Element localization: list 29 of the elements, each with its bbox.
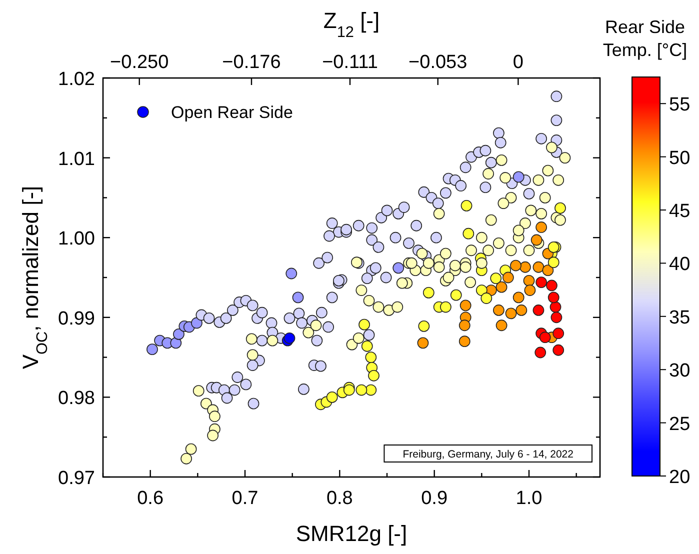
y-tick-label: 1.00 [58,228,95,250]
x2-tick-label: −0.053 [408,52,468,73]
color-bar-label: 40 [669,254,690,276]
color-bar-label: 20 [669,467,690,488]
x-tick-label: 0.7 [232,488,258,509]
legend-label: Open Rear Side [171,103,293,122]
x2-tick-label: −0.250 [110,52,169,73]
color-bar-label: 45 [669,201,690,222]
y-tick-label: 1.01 [58,148,95,170]
color-bar-label: 50 [669,148,690,169]
y-tick-label: 0.97 [58,468,95,489]
x2-axis-title: Z$_{12}$ [-] [323,8,380,40]
annotation: Freiburg, Germany, July 6 - 14, 2022 [402,448,574,460]
color-bar-title: Rear Side Temp. [°C] [602,17,688,60]
x2-tick-label: −0.176 [222,52,281,73]
x2-tick-label: 0 [512,52,524,73]
color-bar-label: 55 [669,94,690,116]
x-axis-title: SMR12g [-] [296,521,408,546]
y-tick-label: 0.99 [58,308,95,330]
x-tick-label: 1.0 [516,488,542,509]
y-tick-label: 0.98 [58,388,95,410]
color-bar-label: 35 [669,307,690,328]
y-tick-label: 1.02 [58,69,95,90]
x2-tick-label: −0.111 [322,52,378,73]
x-tick-label: 0.9 [421,488,448,509]
x-tick-label: 0.6 [137,488,164,509]
color-bar-label: 25 [669,414,690,435]
x-tick-label: 0.8 [326,488,353,509]
color-bar-label: 30 [669,360,690,382]
